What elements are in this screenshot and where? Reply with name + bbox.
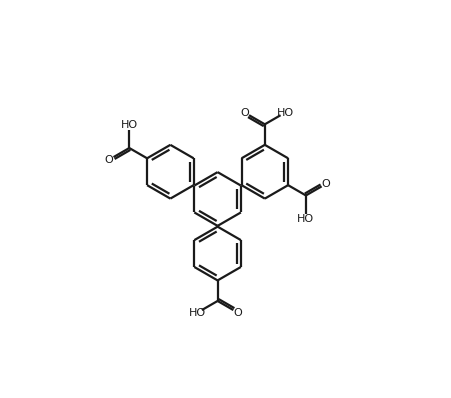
Text: O: O: [240, 107, 249, 118]
Text: O: O: [234, 308, 242, 318]
Text: HO: HO: [276, 107, 294, 118]
Text: HO: HO: [297, 214, 314, 224]
Text: O: O: [105, 155, 114, 165]
Text: O: O: [322, 179, 331, 189]
Text: HO: HO: [189, 308, 206, 318]
Text: HO: HO: [121, 120, 138, 130]
